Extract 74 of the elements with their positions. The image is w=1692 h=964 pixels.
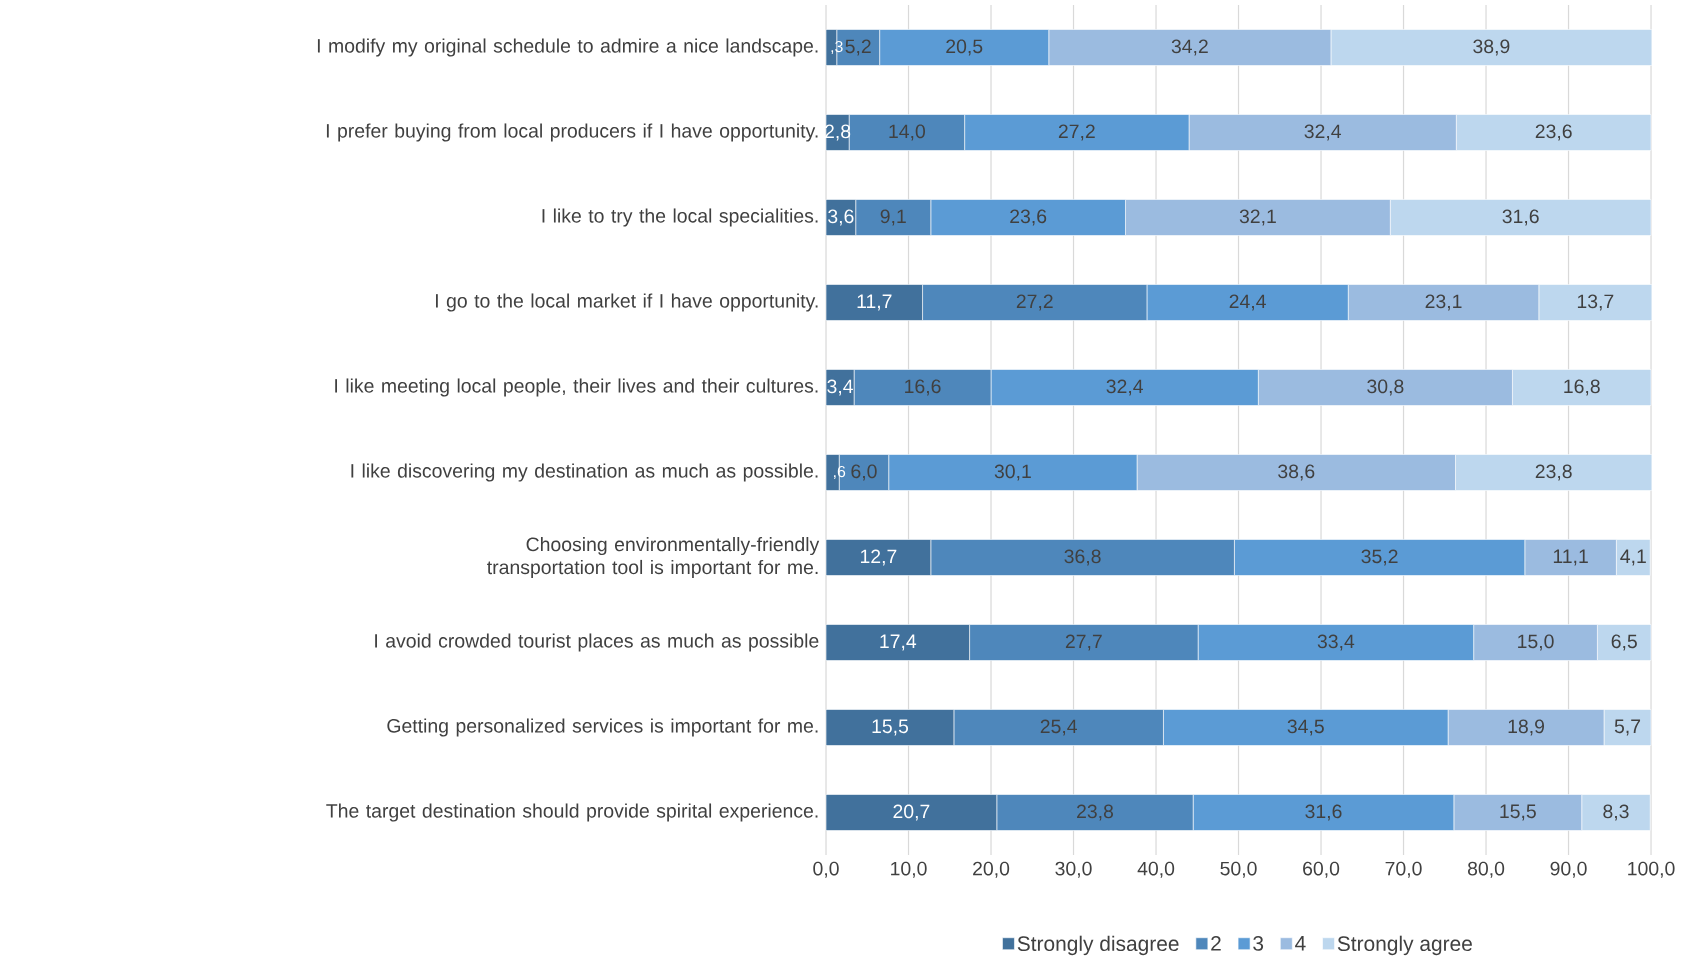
data-label: 31,6 [1305, 804, 1342, 821]
data-label: 3,4 [827, 379, 853, 396]
y-tick-label: The target destination should provide spirital experience. [326, 803, 818, 822]
data-label: 18,9 [1508, 719, 1545, 736]
data-label: 25,4 [1040, 719, 1077, 736]
data-label: 15,5 [1500, 804, 1536, 821]
x-tick-label: 90,0 [1550, 861, 1587, 878]
x-tick-label: 80,0 [1467, 861, 1505, 878]
data-label: 32,4 [1106, 379, 1143, 396]
data-label: 27,2 [1016, 294, 1053, 311]
data-label: 5,7 [1614, 719, 1641, 736]
y-tick-label: I prefer buying from local producers if I have opportunity. [326, 123, 818, 142]
data-label: 6,5 [1611, 634, 1637, 651]
data-label: 38,9 [1473, 39, 1510, 56]
data-label: 5,2 [845, 39, 871, 56]
y-tick-label: I modify my original schedule to admire a nice landscape. [317, 38, 818, 57]
data-label: 23,8 [1535, 464, 1572, 481]
legend-label: 3 [1253, 935, 1264, 951]
data-label: 17,4 [880, 634, 917, 651]
legend-label: 2 [1211, 935, 1221, 951]
data-label: 3,6 [828, 209, 854, 226]
data-label: 30,1 [994, 464, 1031, 481]
y-tick-label: I like discovering my destination as much as possible. [351, 463, 818, 482]
x-tick-label: 60,0 [1303, 861, 1340, 878]
x-tick-label: 10,0 [891, 861, 927, 878]
data-label: 27,7 [1065, 634, 1102, 651]
y-tick-label: I like meeting local people, their lives and their cultures. [335, 378, 818, 397]
data-label: 20,5 [946, 39, 983, 56]
data-label: 35,2 [1361, 549, 1398, 566]
legend-label: Strongly disagree [1017, 935, 1179, 956]
data-label: 20,7 [893, 804, 930, 821]
x-tick-label: 50,0 [1220, 861, 1257, 878]
data-label: 6,0 [851, 464, 877, 481]
x-tick-label: 70,0 [1385, 861, 1422, 878]
data-label: 34,2 [1171, 39, 1208, 56]
y-tick-label: I avoid crowded tourist places as much as possible [375, 633, 819, 652]
data-label: 16,8 [1564, 379, 1600, 396]
x-tick-label: 100,0 [1628, 861, 1675, 878]
legend-label: Strongly agree [1337, 935, 1472, 956]
x-tick-label: 20,0 [973, 861, 1010, 878]
data-label: 16,6 [905, 379, 941, 396]
data-label: 31,6 [1502, 209, 1539, 226]
data-label: 38,6 [1278, 464, 1315, 481]
data-label: 23,6 [1010, 209, 1047, 226]
data-label: 23,8 [1077, 804, 1114, 821]
x-tick-label: 30,0 [1055, 861, 1092, 878]
y-tick-label: Getting personalized services is important for me. [387, 718, 818, 737]
x-tick-label: 40,0 [1137, 861, 1175, 878]
data-label: 33,4 [1317, 634, 1355, 651]
data-label: 23,6 [1535, 124, 1572, 141]
legend-label: 4 [1295, 936, 1306, 951]
data-label: 32,1 [1239, 209, 1276, 226]
x-tick-label: 0,0 [813, 861, 839, 878]
y-tick-label: I go to the local market if I have opportunity. [435, 293, 818, 312]
y-tick-label: Choosing environmentally-friendly transportation tool is important for me. [487, 536, 820, 579]
data-label: 36,8 [1064, 549, 1101, 566]
data-label: 32,4 [1304, 124, 1342, 141]
data-label: 8,3 [1603, 804, 1629, 821]
data-label: 11,1 [1553, 549, 1588, 566]
data-label: 14,0 [889, 124, 926, 141]
data-label: 12,7 [860, 549, 897, 566]
data-label: 4,1 [1620, 549, 1646, 566]
data-label: 15,5 [872, 719, 909, 736]
data-label: 30,8 [1367, 379, 1404, 396]
data-label: 13,7 [1577, 294, 1614, 311]
data-label: 9,1 [880, 209, 906, 226]
data-label: 23,1 [1425, 294, 1462, 311]
data-label: 27,2 [1058, 124, 1095, 141]
y-tick-label: I like to try the local specialities. [542, 208, 818, 227]
data-label: 24,4 [1229, 294, 1266, 311]
data-label: 34,5 [1287, 719, 1324, 736]
annotation: ,3 [831, 40, 843, 55]
data-label: 11,7 [857, 294, 892, 311]
data-label: 15,0 [1518, 634, 1554, 651]
